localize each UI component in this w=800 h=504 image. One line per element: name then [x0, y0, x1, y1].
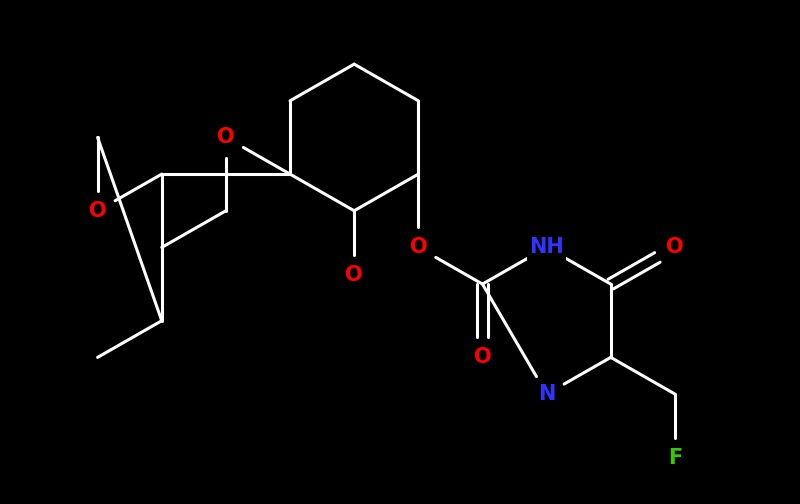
Text: O: O	[89, 201, 106, 221]
Text: F: F	[668, 448, 682, 468]
Text: O: O	[217, 128, 234, 148]
Text: O: O	[474, 347, 491, 367]
Text: NH: NH	[530, 237, 564, 258]
Text: O: O	[346, 265, 363, 285]
Text: N: N	[538, 384, 555, 404]
Text: O: O	[410, 237, 427, 258]
Text: O: O	[666, 237, 684, 258]
